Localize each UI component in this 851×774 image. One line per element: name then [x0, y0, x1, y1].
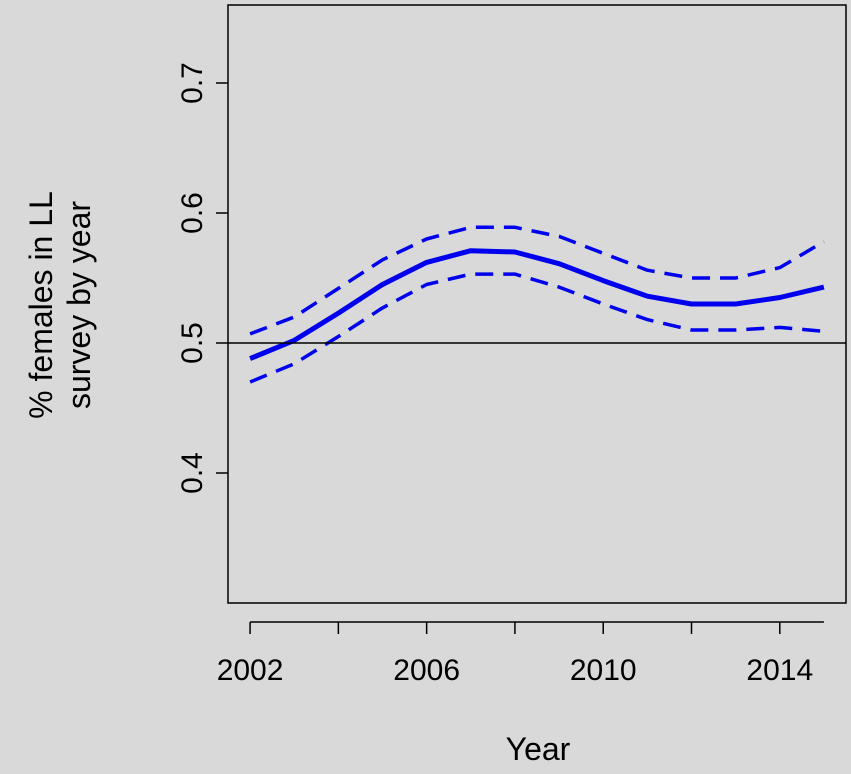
- series-line-estimate: [249, 248, 825, 361]
- series-line-bound-2: [249, 272, 825, 384]
- plot-frame: [227, 4, 847, 604]
- x-axis-label: Year: [506, 731, 571, 767]
- y-axis-label-line-2: survey by year: [61, 201, 97, 409]
- y-axis-label: % females in LL survey by year: [23, 191, 97, 419]
- y-tick-label-0.5: 0.5: [176, 322, 209, 364]
- x-tick-label-2006: 2006: [393, 654, 460, 687]
- x-tick-label-2002: 2002: [217, 654, 284, 687]
- y-tick-label-0.6: 0.6: [176, 192, 209, 234]
- series-line-bound-1: [249, 225, 825, 336]
- y-axis-label-line-1: % females in LL: [23, 191, 59, 419]
- y-tick-label-0.7: 0.7: [176, 62, 209, 104]
- x-tick-label-2014: 2014: [746, 654, 813, 687]
- x-axis: 2002 2006 2010 2014: [217, 621, 824, 687]
- series-layer: [249, 225, 825, 384]
- y-axis: 0.4 0.5 0.6 0.7: [176, 62, 228, 494]
- x-tick-label-2010: 2010: [570, 654, 637, 687]
- y-tick-label-0.4: 0.4: [176, 452, 209, 494]
